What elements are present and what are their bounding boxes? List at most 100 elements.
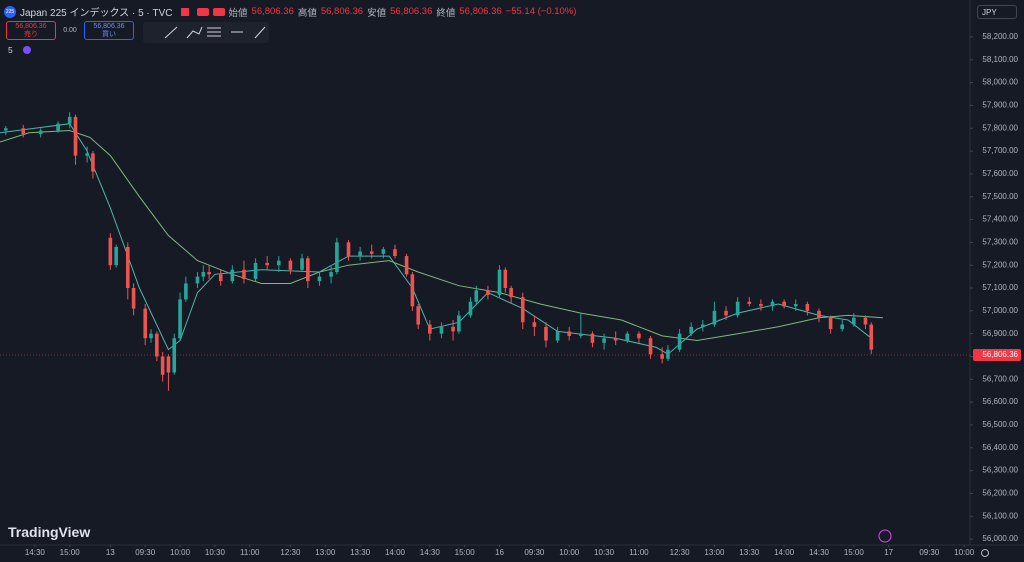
drawing-toolbar — [143, 22, 269, 43]
x-tick-label: 14:30 — [25, 548, 46, 557]
candle-body — [451, 326, 455, 332]
candle-body — [207, 272, 211, 275]
candle-body — [544, 326, 548, 341]
ohlc-label: 安値 — [367, 7, 387, 19]
x-tick-label: 13 — [106, 548, 115, 557]
y-tick-label: 57,000.00 — [982, 306, 1018, 315]
path-tool[interactable] — [186, 26, 203, 39]
candle-body — [73, 116, 78, 156]
candle-body — [497, 269, 502, 295]
ohlc-value: 56,806.36 — [320, 6, 364, 17]
moving-average — [0, 129, 883, 342]
candle-body — [346, 242, 351, 257]
candle-body — [149, 333, 153, 339]
replay-icon[interactable] — [878, 529, 892, 543]
x-tick-label: 12:30 — [280, 548, 301, 557]
x-tick-label: 10:30 — [594, 548, 615, 557]
candle-body — [195, 276, 200, 284]
trend-line-tool[interactable] — [164, 26, 178, 39]
moving-average — [0, 123, 872, 355]
y-tick-label: 57,700.00 — [982, 146, 1018, 155]
candle-body — [770, 301, 775, 307]
indicator-row: 5 — [8, 45, 31, 55]
y-tick-label: 58,200.00 — [982, 32, 1018, 41]
symbol-title[interactable]: Japan 225 インデックス · 5 · TVC — [20, 8, 173, 19]
candle-body — [404, 256, 409, 275]
toolbar-icons — [164, 26, 266, 39]
candle-body — [712, 310, 717, 325]
indicator-icon[interactable] — [22, 46, 31, 54]
extend-tool[interactable] — [254, 26, 266, 39]
candle-body — [637, 333, 641, 339]
candle-body — [416, 306, 421, 325]
candle-body — [242, 269, 246, 279]
y-tick-label: 58,100.00 — [982, 55, 1018, 64]
candle-body — [648, 338, 653, 355]
x-tick-label: 09:30 — [524, 548, 545, 557]
candle-body — [677, 333, 682, 350]
buy-button[interactable]: 56,806.36 買い — [84, 21, 134, 40]
change: −55.14 (−0.10%) — [505, 6, 577, 17]
sell-price: 56,806.36 — [15, 22, 47, 30]
y-tick-label: 57,300.00 — [982, 237, 1018, 246]
candle-body — [108, 237, 113, 266]
x-tick-label: 10:00 — [170, 548, 191, 557]
hide-icon[interactable] — [196, 7, 209, 16]
candle-body — [160, 356, 165, 375]
x-tick-label: 13:30 — [739, 548, 760, 557]
x-tick-label: 13:00 — [704, 548, 725, 557]
y-tick-label: 57,500.00 — [982, 192, 1018, 201]
x-tick-label: 09:30 — [135, 548, 156, 557]
menu-icon[interactable] — [212, 7, 225, 16]
settings-icon[interactable] — [981, 549, 989, 557]
candle-body — [201, 272, 206, 277]
x-tick-label: 16 — [495, 548, 504, 557]
y-tick-label: 58,000.00 — [982, 78, 1018, 87]
candle-body — [579, 333, 583, 336]
ohlc-label: 始値 — [228, 7, 248, 19]
candle-body — [381, 249, 386, 254]
x-tick-label: 17 — [884, 548, 893, 557]
candle-body — [306, 258, 310, 282]
x-tick-label: 11:00 — [240, 548, 260, 557]
interval[interactable]: 5 — [8, 45, 13, 55]
y-tick-label: 57,800.00 — [982, 123, 1018, 132]
last-price-label: 56,806.36 — [982, 350, 1018, 359]
candle-body — [759, 303, 763, 307]
y-tick-label: 56,500.00 — [982, 420, 1018, 429]
sell-button[interactable]: 56,806.36 売り — [6, 21, 56, 40]
candle-body — [143, 308, 148, 339]
candle-body — [828, 317, 833, 330]
candle-body — [689, 326, 693, 334]
candle-body — [265, 262, 269, 266]
candle-body — [178, 299, 182, 339]
candle-body — [747, 301, 752, 304]
candle-body — [509, 288, 513, 298]
x-tick-label: 14:30 — [809, 548, 830, 557]
candle-body — [613, 338, 618, 341]
sell-label: 売り — [24, 30, 38, 38]
candle-body — [805, 303, 810, 311]
flag-icon[interactable] — [180, 7, 189, 16]
candle-body — [218, 274, 223, 282]
candle-body — [567, 331, 572, 336]
candle-body — [335, 242, 339, 273]
candle-body — [288, 260, 293, 270]
currency-button[interactable]: JPY — [977, 5, 1017, 19]
candle-body — [125, 246, 130, 289]
x-tick-label: 09:30 — [919, 548, 940, 557]
candle-body — [724, 310, 728, 316]
candle-body — [67, 116, 72, 124]
candle-body — [625, 333, 630, 341]
x-tick-label: 13:00 — [315, 548, 336, 557]
x-tick-label: 13:30 — [350, 548, 371, 557]
y-tick-label: 57,600.00 — [982, 169, 1018, 178]
ohlc-value: 56,806.36 — [251, 6, 294, 17]
candle-body — [131, 288, 136, 309]
x-tick-label: 14:30 — [420, 548, 441, 557]
x-tick-label: 11:00 — [629, 548, 649, 557]
candle-body — [439, 326, 444, 334]
y-tick-label: 57,900.00 — [982, 101, 1018, 110]
candle-body — [38, 130, 43, 134]
